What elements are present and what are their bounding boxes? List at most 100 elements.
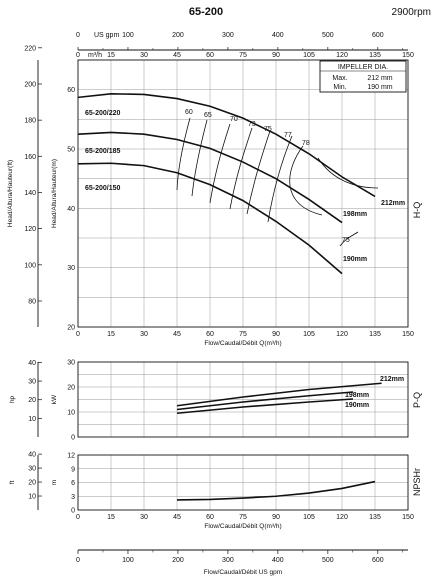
npsh-m-tick-label: 3: [71, 494, 75, 501]
efficiency-isoline: [229, 127, 253, 210]
model-title: 65-200: [189, 6, 223, 18]
npsh-ft-tick-label: 30: [28, 466, 36, 473]
model-curve-label: 65-200/185: [85, 148, 121, 155]
hq-x-tick-label: 30: [140, 331, 148, 338]
efficiency-isoline: [339, 231, 359, 247]
npsh-x-tick-label: 105: [303, 514, 315, 521]
hq-curve-label: 212mm: [381, 200, 405, 207]
bottom-gpm-tick-label: 600: [372, 557, 384, 564]
top-x-tick-label: 135: [369, 52, 381, 59]
power-kw-tick-label: 0: [71, 435, 75, 442]
power-frame: [77, 361, 409, 438]
power-curve-198mm: [176, 391, 354, 411]
hq-curve-198mm: [77, 131, 343, 224]
top-x-tick-label: 105: [303, 52, 315, 59]
power-hp-tick-label: 30: [28, 379, 36, 386]
bottom-gpm-tick-label: 0: [76, 557, 80, 564]
model-curve-label: 65-200/150: [85, 185, 121, 192]
npsh-ft-axis-title: ft: [9, 481, 16, 485]
top-x-tick-label: 0: [76, 52, 80, 59]
power-curve-212mm: [176, 382, 382, 407]
top-x-tick-label: 30: [140, 52, 148, 59]
impeller-min-value: 190 mm: [367, 84, 392, 91]
top-x-tick-label: 120: [336, 52, 348, 59]
npsh-frame: [77, 454, 409, 511]
npsh-x-axis-title: Flow/Caudal/Débit Q(m³/h): [204, 523, 281, 530]
hq-m-tick-label: 20: [67, 325, 75, 332]
top-x-tick-label: 45: [173, 52, 181, 59]
hq-x-tick-label: 0: [76, 331, 80, 338]
top-x-tick-label: 150: [402, 52, 414, 59]
impeller-legend-box: [319, 60, 407, 93]
bottom-gpm-tick-label: 500: [322, 557, 334, 564]
model-curve-label: 65-200/220: [85, 110, 121, 117]
hq-x-tick-label: 150: [402, 331, 414, 338]
npsh-m-tick-label: 0: [71, 508, 75, 515]
hq-side-label: H-Q: [412, 202, 422, 219]
efficiency-label: 75: [342, 237, 350, 244]
npsh-x-tick-label: 0: [76, 514, 80, 521]
impeller-legend-title: IMPELLER DIA.: [338, 64, 388, 71]
hq-m-tick-label: 60: [67, 87, 75, 94]
hq-curve-label: 190mm: [343, 256, 367, 263]
impeller-max-label: Max.: [332, 75, 347, 82]
hq-ft-tick-label: 160: [24, 154, 36, 161]
power-kw-axis-title: kW: [51, 394, 58, 404]
hq-m-axis-title: Head/Altura/Hauteur(m): [51, 159, 58, 228]
bottom-gpm-tick-label: 200: [172, 557, 184, 564]
hq-ft-tick-label: 140: [24, 190, 36, 197]
bottom-gpm-tick-label: 300: [222, 557, 234, 564]
npsh-x-tick-label: 150: [402, 514, 414, 521]
efficiency-label: 60: [185, 109, 193, 116]
power-kw-tick-label: 30: [67, 360, 75, 367]
hq-curve-190mm: [77, 162, 343, 275]
curves-layer: [77, 93, 382, 501]
npsh-x-tick-label: 135: [369, 514, 381, 521]
power-curve-190mm: [176, 398, 354, 415]
hq-ft-tick-label: 180: [24, 118, 36, 125]
grid-layer: [78, 60, 408, 510]
npsh-x-tick-label: 45: [173, 514, 181, 521]
efficiency-label: 70: [230, 116, 238, 123]
power-hp-axis-title: hp: [9, 396, 16, 404]
npsh-x-tick-label: 120: [336, 514, 348, 521]
efficiency-label: 78: [302, 140, 310, 147]
npsh-curve: [176, 480, 376, 501]
power-kw-tick-label: 10: [67, 410, 75, 417]
hq-curve-label: 198mm: [343, 211, 367, 218]
hq-x-tick-label: 15: [107, 331, 115, 338]
gpm-tick-label: 0: [76, 32, 80, 39]
npsh-x-tick-label: 60: [206, 514, 214, 521]
top-x-tick-label: 90: [272, 52, 280, 59]
power-hp-tick-label: 10: [28, 416, 36, 423]
efficiency-isoline: [267, 135, 293, 223]
efficiency-label: 73: [248, 121, 256, 128]
impeller-max-value: 212 mm: [367, 75, 392, 82]
top-x-tick-label: 75: [239, 52, 247, 59]
hq-ft-tick-label: 220: [24, 45, 36, 52]
hq-x-tick-label: 75: [239, 331, 247, 338]
hq-x-tick-label: 45: [173, 331, 181, 338]
hq-x-tick-label: 120: [336, 331, 348, 338]
power-curve-label: 190mm: [345, 402, 369, 409]
npsh-x-tick-label: 75: [239, 514, 247, 521]
gpm-tick-label: 400: [272, 32, 284, 39]
efficiency-isoline: [176, 117, 191, 191]
npsh-x-tick-label: 30: [140, 514, 148, 521]
npsh-m-tick-label: 9: [71, 466, 75, 473]
hq-ft-tick-label: 100: [24, 262, 36, 269]
gpm-tick-label: 300: [222, 32, 234, 39]
npsh-x-tick-label: 15: [107, 514, 115, 521]
power-hp-tick-label: 40: [28, 360, 36, 367]
gpm-tick-label: 500: [322, 32, 334, 39]
hq-m-tick-label: 30: [67, 265, 75, 272]
hq-ft-tick-label: 200: [24, 81, 36, 88]
top-x-tick-label: 15: [107, 52, 115, 59]
top-x-tick-label: 60: [206, 52, 214, 59]
speed-label: 2900rpm: [392, 7, 431, 18]
hq-curve-212mm: [77, 93, 376, 198]
efficiency-isoline: [209, 123, 231, 204]
hq-x-axis-title: Flow/Caudal/Débit Q(m³/h): [204, 340, 281, 347]
